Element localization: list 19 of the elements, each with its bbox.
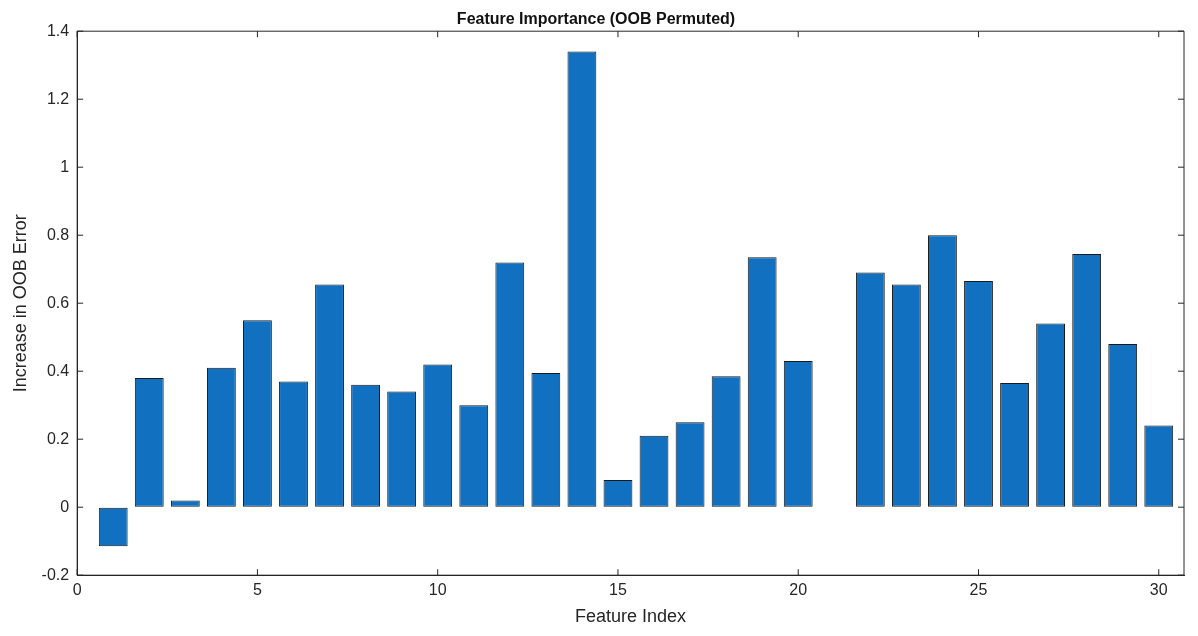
y-tick-label: 1 [60,157,70,175]
x-tick-label: 20 [789,581,808,599]
x-tick-label: 15 [609,581,627,599]
x-tick-label: 10 [428,581,447,599]
y-tick-label: 0.6 [46,293,70,311]
y-tick-label: 0 [60,497,70,515]
y-tick-label: 0.8 [46,225,70,243]
x-tick-label: 25 [969,581,988,599]
x-tick-label: 30 [1149,581,1168,599]
x-tick-label: 5 [252,581,262,599]
y-tick-label: 0.4 [46,361,70,379]
y-tick-label: 0.2 [46,429,70,447]
x-axis-title: Feature Index [575,606,687,627]
x-tick-label: 0 [72,581,82,599]
chart-title: Feature Importance (OOB Permuted) [456,10,736,28]
y-tick-label: 1.4 [46,21,70,39]
y-axis-title: Increase in OOB Error [9,214,30,393]
y-tick-label: -0.2 [41,565,70,583]
y-tick-label: 1.2 [46,89,70,107]
